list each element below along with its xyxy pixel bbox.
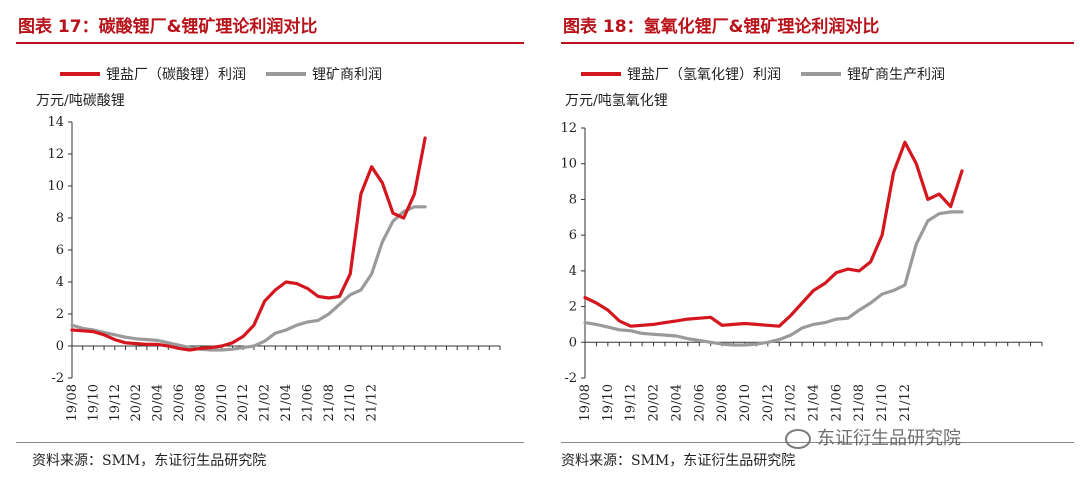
y-tick-label: -2 <box>564 371 577 386</box>
x-tick-label: 19/08 <box>578 384 593 421</box>
legend-label: 锂盐厂（碳酸锂）利润 <box>106 67 246 83</box>
y-tick-label: 2 <box>569 300 577 315</box>
x-tick-label: 20/10 <box>738 384 753 421</box>
x-tick-label: 20/02 <box>647 384 662 421</box>
legend-label: 锂矿商利润 <box>312 67 382 83</box>
legend-swatch-red <box>60 72 100 76</box>
y-tick-label: 4 <box>569 264 577 279</box>
series-line-miner-profit <box>583 210 964 347</box>
legend-item-gray: 锂矿商利润 <box>266 64 382 84</box>
x-tick-label: 21/08 <box>852 384 867 421</box>
legend-swatch-red <box>581 72 621 76</box>
chart-panel-lithium-carbonate: 图表 17：碳酸锂厂&锂矿理论利润对比 锂盐厂（碳酸锂）利润 锂矿商利润 万元/… <box>0 0 530 484</box>
y-tick-label: -2 <box>51 371 64 386</box>
title-divider <box>16 42 524 44</box>
legend-label: 锂矿商生产利润 <box>847 67 945 83</box>
y-tick-label: 8 <box>569 192 577 207</box>
line-chart: -2 0 2 4 6 8 10 12 14 19/08 19/10 19/12 20/02 20/04 20… <box>47 115 501 421</box>
y-tick-label: 14 <box>47 115 64 130</box>
x-tick-label: 21/10 <box>343 384 358 421</box>
y-axis-unit-label: 万元/吨碳酸锂 <box>36 93 125 109</box>
title-divider <box>561 42 1074 44</box>
x-tick-label: 21/02 <box>258 384 273 421</box>
x-tick-label: 20/08 <box>193 384 208 421</box>
x-tick-label: 21/02 <box>784 384 799 421</box>
y-tick-label: 12 <box>560 121 577 136</box>
series-line-miner-profit <box>70 205 427 352</box>
line-chart: -2 0 2 4 6 8 10 12 19/08 19/10 19/12 20/02 20/04 20/0… <box>560 121 1043 421</box>
x-tick-label: 19/10 <box>86 384 101 421</box>
chart-legend: 锂盐厂（碳酸锂）利润 锂矿商利润 <box>60 64 402 84</box>
x-tick-label: 20/10 <box>215 384 230 421</box>
x-tick-label: 21/10 <box>875 384 890 421</box>
x-tick-label: 20/04 <box>151 384 166 421</box>
x-tick-label: 21/04 <box>279 384 294 421</box>
y-axis-unit-label: 万元/吨氢氧化锂 <box>565 93 668 109</box>
x-tick-label: 20/06 <box>172 384 187 421</box>
x-tick-label: 20/02 <box>129 384 144 421</box>
x-tick-label: 21/04 <box>807 384 822 421</box>
chart-title: 图表 17：碳酸锂厂&锂矿理论利润对比 <box>18 17 318 37</box>
source-divider <box>16 442 524 443</box>
x-tick-label: 19/12 <box>108 384 123 421</box>
x-tick-label: 20/08 <box>715 384 730 421</box>
watermark: 东证衍生品研究院 <box>785 424 961 450</box>
x-tick-label: 21/08 <box>322 384 337 421</box>
source-note: 资料来源：SMM，东证衍生品研究院 <box>561 453 796 469</box>
x-tick-label: 19/10 <box>601 384 616 421</box>
x-tick-label: 20/12 <box>761 384 776 421</box>
chart-title: 图表 18：氢氧化锂厂&锂矿理论利润对比 <box>563 17 880 37</box>
y-tick-label: 10 <box>560 157 577 172</box>
watermark-text: 东证衍生品研究院 <box>817 428 961 449</box>
y-tick-label: 2 <box>56 307 64 322</box>
x-tick-label: 19/08 <box>65 384 80 421</box>
legend-item-red: 锂盐厂（氢氧化锂）利润 <box>581 64 781 84</box>
legend-label: 锂盐厂（氢氧化锂）利润 <box>627 67 781 83</box>
x-tick-label: 21/06 <box>829 384 844 421</box>
source-divider <box>561 442 1074 443</box>
legend-swatch-gray <box>801 72 841 76</box>
y-tick-label: 12 <box>47 147 64 162</box>
source-note: 资料来源：SMM，东证衍生品研究院 <box>32 453 267 469</box>
y-tick-label: 4 <box>56 275 64 290</box>
series-line-plant-profit <box>70 136 427 352</box>
x-tick-label: 20/04 <box>669 384 684 421</box>
y-tick-label: 6 <box>569 228 577 243</box>
wechat-icon <box>785 429 811 449</box>
y-tick-label: 6 <box>56 243 64 258</box>
chart-legend: 锂盐厂（氢氧化锂）利润 锂矿商生产利润 <box>581 64 965 84</box>
x-tick-label: 19/12 <box>624 384 639 421</box>
chart-panel-lithium-hydroxide: 图表 18：氢氧化锂厂&锂矿理论利润对比 锂盐厂（氢氧化锂）利润 锂矿商生产利润… <box>545 0 1080 484</box>
x-tick-label: 20/12 <box>236 384 251 421</box>
x-tick-label: 21/06 <box>300 384 315 421</box>
series-line-plant-profit <box>583 140 964 328</box>
legend-swatch-gray <box>266 72 306 76</box>
y-tick-label: 0 <box>56 339 64 354</box>
y-tick-label: 0 <box>569 335 577 350</box>
x-tick-label: 20/06 <box>692 384 707 421</box>
x-tick-label: 21/12 <box>365 384 380 421</box>
y-tick-label: 8 <box>56 211 64 226</box>
y-tick-label: 10 <box>47 179 64 194</box>
legend-item-gray: 锂矿商生产利润 <box>801 64 945 84</box>
legend-item-red: 锂盐厂（碳酸锂）利润 <box>60 64 246 84</box>
x-tick-label: 21/12 <box>898 384 913 421</box>
